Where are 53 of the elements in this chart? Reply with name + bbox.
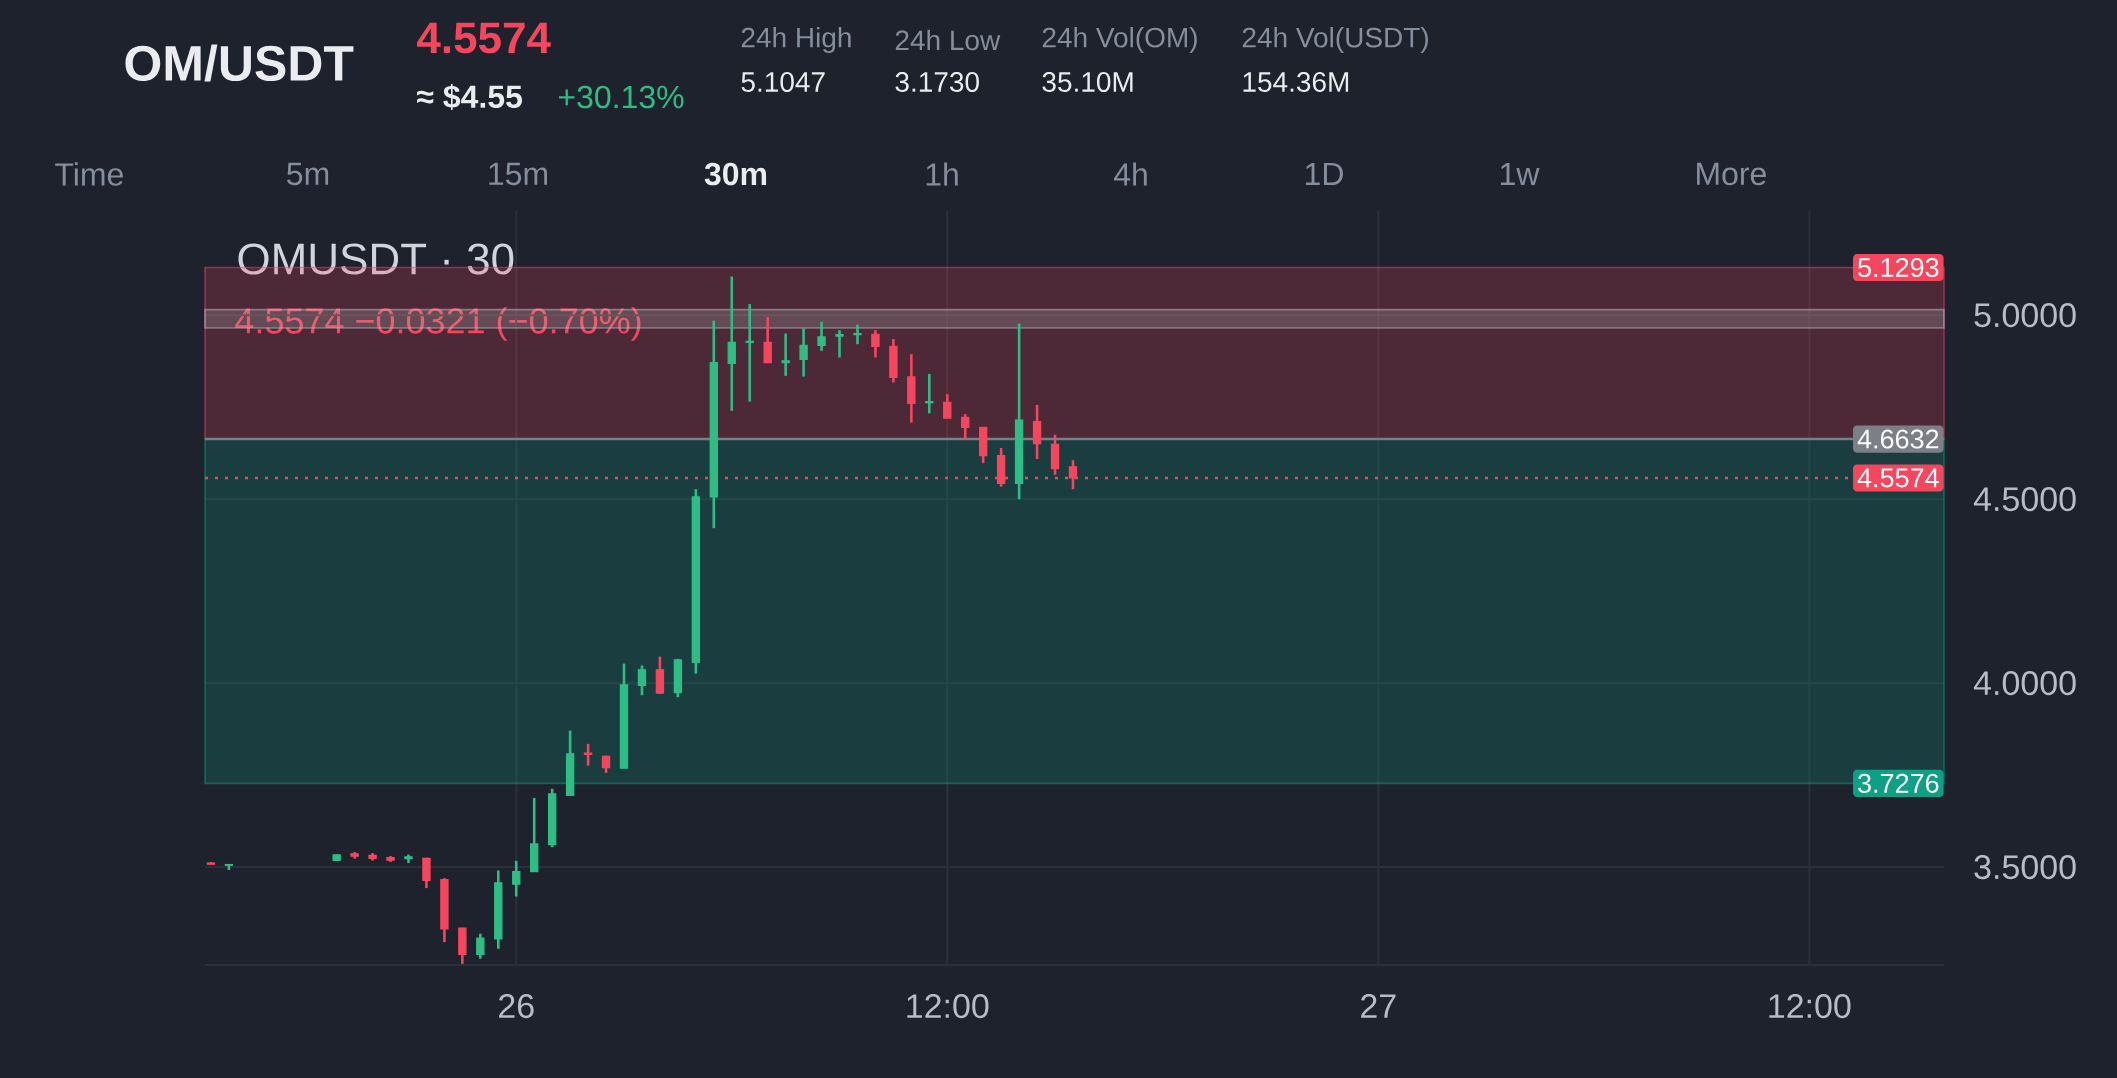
candlestick bbox=[799, 327, 808, 378]
candlestick bbox=[512, 859, 521, 898]
text: 24h Vol(USDT) bbox=[1242, 26, 1428, 54]
text: 1D bbox=[1306, 162, 1343, 185]
x-tick-label: 26 bbox=[499, 994, 534, 1019]
candlestick bbox=[476, 932, 485, 961]
text: 35.10M bbox=[1042, 72, 1133, 92]
candlestick bbox=[943, 392, 952, 420]
candlestick bbox=[781, 332, 790, 378]
candlestick bbox=[763, 315, 772, 364]
candlestick bbox=[961, 412, 970, 441]
ref-line-label: 4.5574 bbox=[1857, 468, 1939, 488]
candlestick bbox=[925, 372, 934, 415]
text: 15m bbox=[489, 162, 547, 186]
text: 4.5574 bbox=[417, 22, 551, 54]
y-tick-label: 4.5000 bbox=[1973, 487, 2076, 512]
candlestick bbox=[422, 856, 431, 890]
text: 1h bbox=[926, 162, 958, 186]
text: +30.13% bbox=[558, 85, 684, 109]
text: 154.36M bbox=[1243, 72, 1349, 92]
candlestick bbox=[1032, 403, 1042, 461]
band-label: 3.7276 bbox=[1858, 773, 1939, 793]
x-tick-label: 12:00 bbox=[907, 994, 989, 1019]
text: 5.1047 bbox=[741, 72, 825, 92]
candlestick bbox=[637, 664, 647, 697]
annotation: 4.5574 −0.0321 (−0.70%) bbox=[235, 307, 641, 341]
candlestick bbox=[835, 328, 844, 359]
text: 3.1730 bbox=[895, 72, 979, 92]
y-tick-label: 5.0000 bbox=[1974, 303, 2076, 328]
x-tick-label: 12:00 bbox=[1769, 994, 1851, 1019]
text: More bbox=[1697, 162, 1766, 186]
text: 24h High bbox=[741, 26, 851, 54]
text: Time bbox=[55, 162, 123, 186]
candlestick bbox=[745, 302, 754, 403]
text: 4h bbox=[1113, 162, 1147, 186]
text: 30m bbox=[704, 162, 767, 186]
text: 24h Low bbox=[895, 29, 1001, 51]
text: 1w bbox=[1501, 162, 1540, 185]
candlestick bbox=[853, 323, 862, 346]
candlestick bbox=[655, 655, 665, 696]
chart-title: OM/USDT bbox=[125, 44, 354, 82]
candlestick bbox=[817, 320, 826, 353]
text: 24h Vol(OM) bbox=[1042, 26, 1197, 54]
ref-line-label: 4.6632 bbox=[1857, 429, 1939, 449]
band-label: 5.1293 bbox=[1858, 258, 1939, 278]
candlestick bbox=[583, 742, 593, 767]
text: ≈ $4.55 bbox=[417, 83, 523, 111]
y-tick-label: 3.5000 bbox=[1974, 855, 2076, 880]
candlestick bbox=[727, 275, 736, 413]
y-tick-label: 4.0000 bbox=[1973, 671, 2076, 696]
text: 5m bbox=[287, 162, 329, 186]
candlestick bbox=[871, 328, 880, 359]
x-tick-label: 27 bbox=[1361, 994, 1396, 1018]
